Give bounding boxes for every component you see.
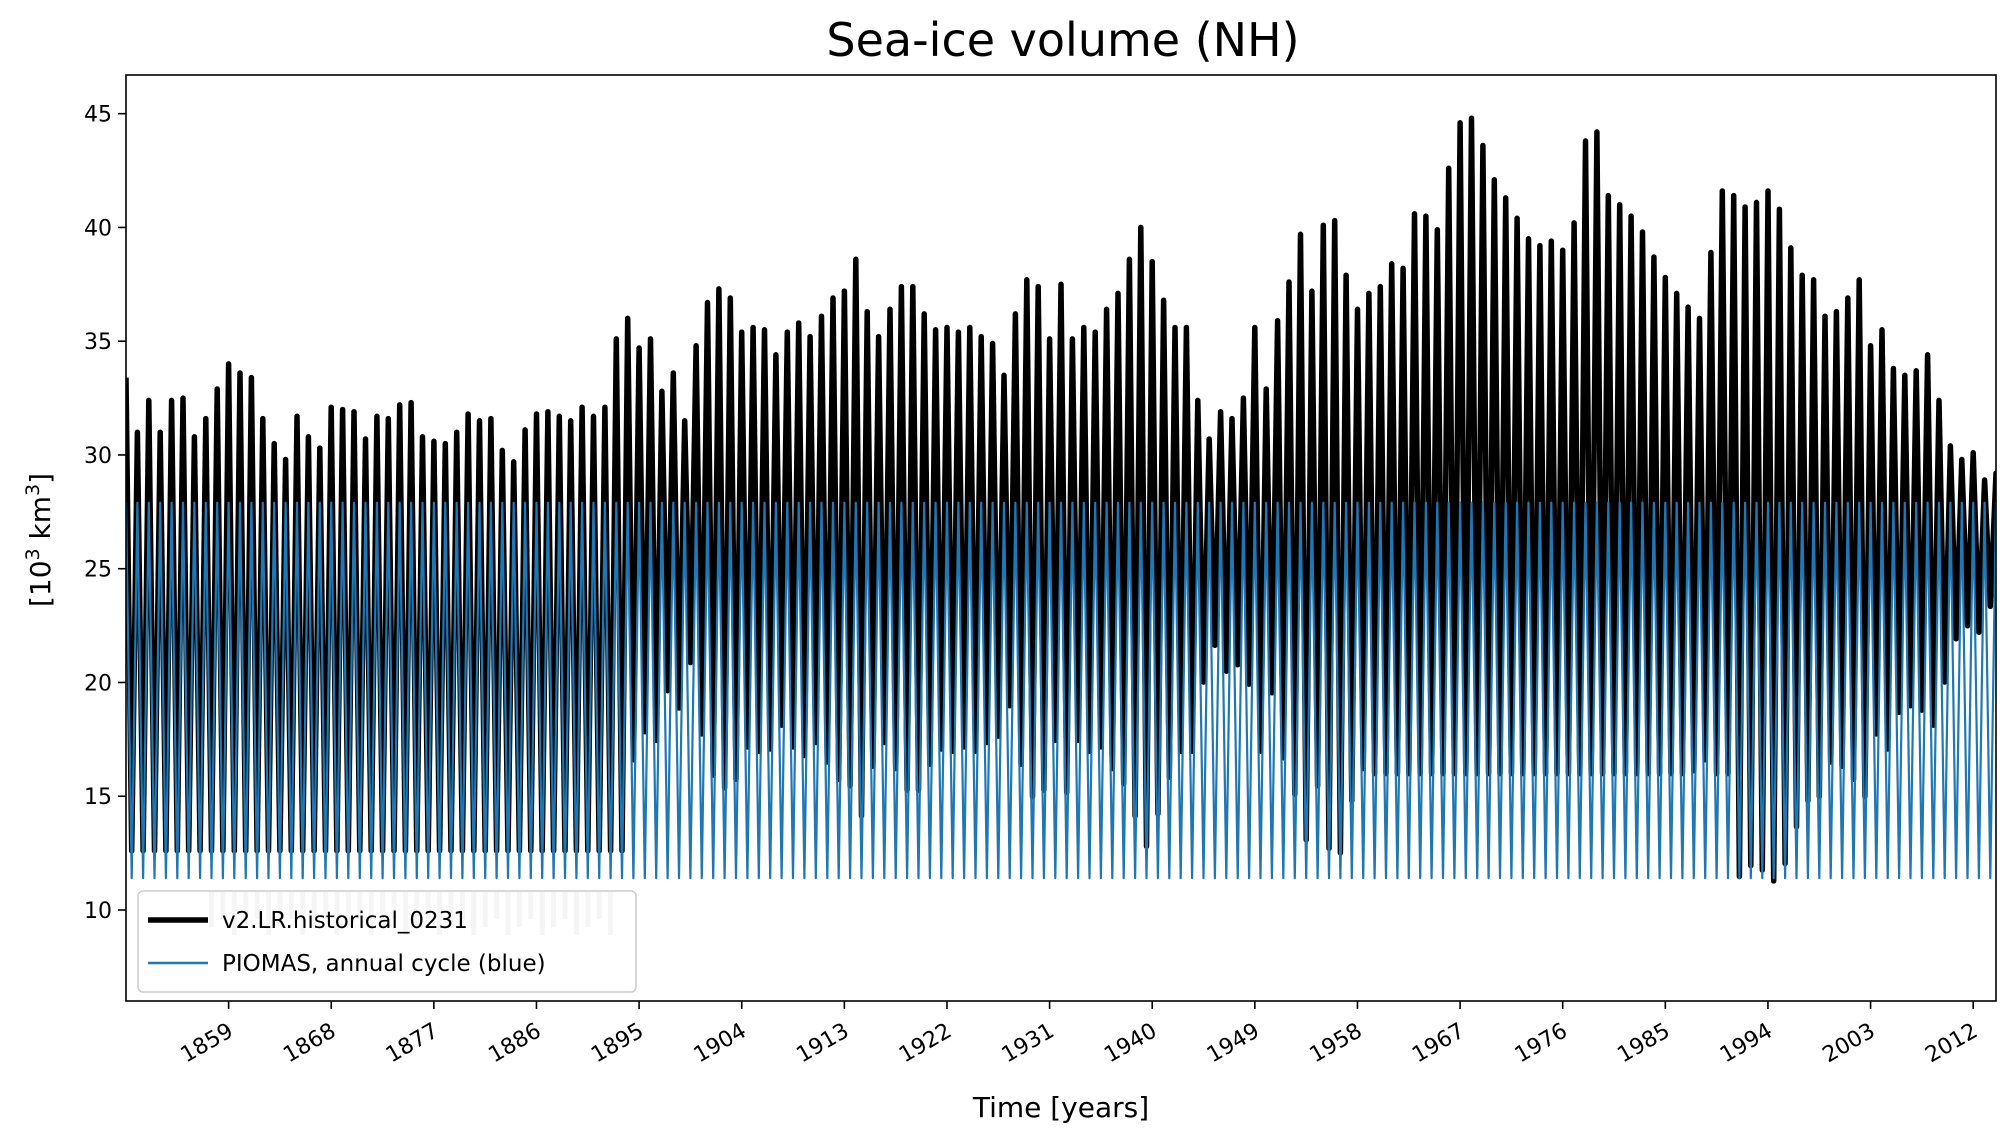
legend-label-v2-lr: v2.LR.historical_0231	[222, 908, 468, 934]
legend-box	[137, 890, 637, 993]
legend-label-piomas: PIOMAS, annual cycle (blue)	[222, 951, 546, 977]
y-axis-label: [103 km3]	[22, 473, 57, 607]
plot-frame	[125, 74, 1997, 1002]
y-axis: 10 15 20 25 30 35 40 45	[84, 103, 126, 924]
legend: v2.LR.historical_0231 PIOMAS, annual cyc…	[137, 890, 637, 993]
y-tick-label: 45	[84, 103, 112, 128]
y-tick-label: 30	[84, 444, 112, 469]
y-tick-label: 10	[84, 899, 112, 924]
y-tick-label: 20	[84, 671, 112, 696]
x-axis-label: Time [years]	[972, 1091, 1149, 1124]
y-tick-label: 15	[84, 785, 112, 810]
y-tick-label: 35	[84, 330, 112, 355]
y-tick-label: 40	[84, 216, 112, 241]
series-line-piomas	[126, 501, 1996, 880]
y-tick-label: 25	[84, 558, 112, 583]
chart-title: Sea-ice volume (NH)	[826, 13, 1299, 67]
